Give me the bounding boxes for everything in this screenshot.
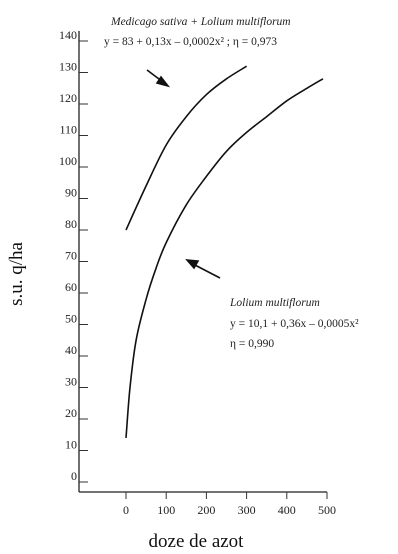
x-tick-label: 400 <box>278 503 296 517</box>
series-line-2 <box>125 78 324 438</box>
arrow-series-2 <box>185 259 221 279</box>
arrow-series-1 <box>146 69 171 88</box>
x-tick-label: 200 <box>197 503 215 517</box>
y-tick-label: 90 <box>65 186 77 200</box>
x-axis-title: doze de azot <box>149 531 245 552</box>
x-tick-label: 100 <box>157 503 175 517</box>
series-2-name: Lolium multiflorum <box>229 297 320 309</box>
y-tick-label: 100 <box>59 154 77 168</box>
series-2-equation: y = 10,1 + 0,36x – 0,0005x² <box>230 318 359 330</box>
series-1-equation: y = 83 + 0,13x – 0,0002x² ; η = 0,973 <box>104 36 277 48</box>
x-tick-label: 0 <box>123 503 129 517</box>
series-line-1 <box>125 65 248 231</box>
series-1-name: Medicago sativa + Lolium multiflorum <box>110 16 291 28</box>
y-axis-title: s.u. q/ha <box>6 242 27 306</box>
y-tick-label: 40 <box>65 343 77 357</box>
y-tick-label: 60 <box>65 280 77 294</box>
y-tick-label: 140 <box>59 28 77 42</box>
y-tick-label: 130 <box>59 60 77 74</box>
y-tick-label: 30 <box>65 375 77 389</box>
x-tick-label: 500 <box>318 503 336 517</box>
series-2-eta: η = 0,990 <box>230 338 274 350</box>
y-tick-label: 70 <box>65 249 77 263</box>
y-tick-label: 80 <box>65 217 77 231</box>
y-tick-label: 0 <box>71 469 77 483</box>
y-tick-label: 120 <box>59 91 77 105</box>
y-tick-label: 10 <box>65 438 77 452</box>
y-tick-label: 50 <box>65 312 77 326</box>
y-tick-label: 110 <box>59 123 77 137</box>
x-tick-label: 300 <box>238 503 256 517</box>
y-tick-label: 20 <box>65 406 77 420</box>
